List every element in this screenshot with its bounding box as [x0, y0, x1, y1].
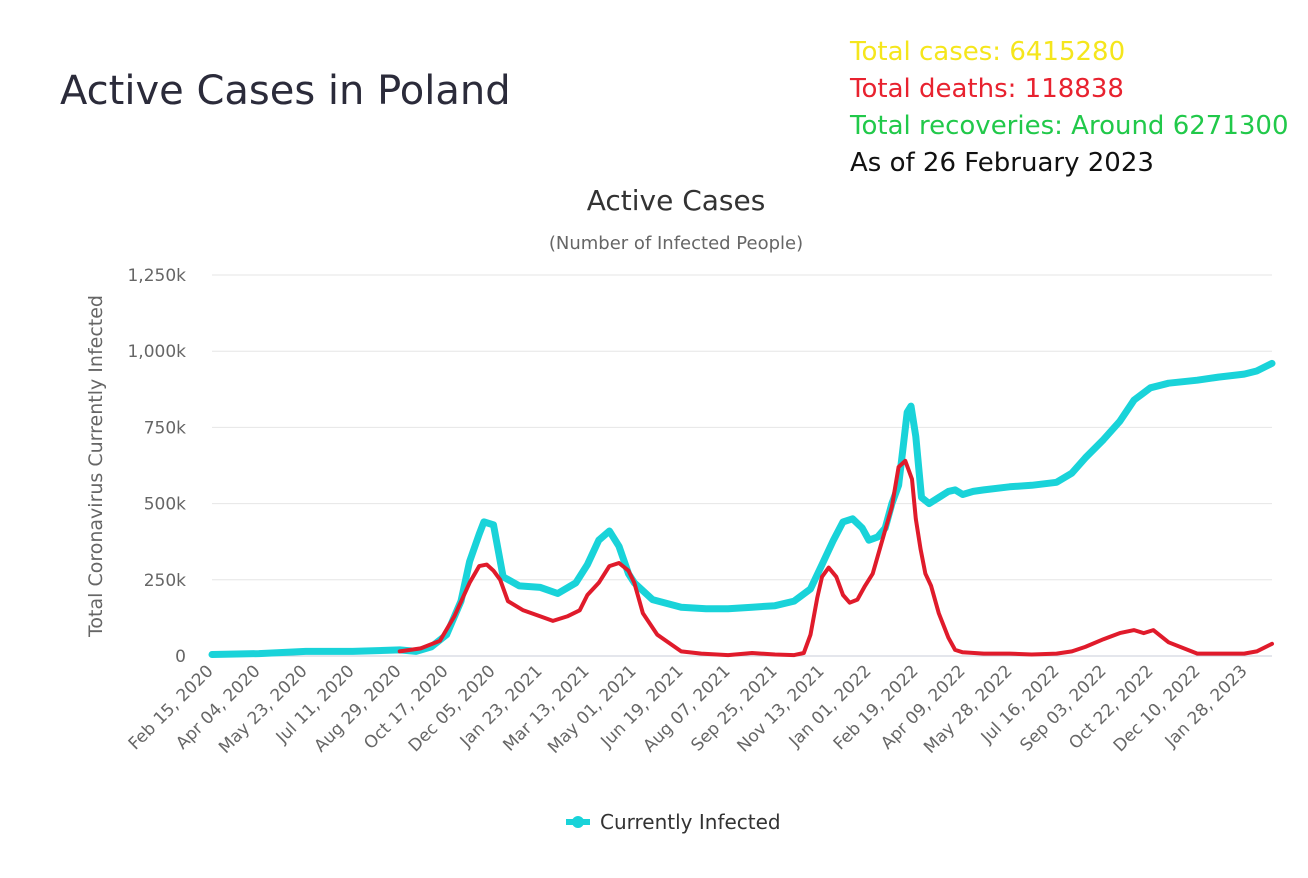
y-axis-label: Total Coronavirus Currently Infected [85, 295, 107, 638]
legend-marker-icon [572, 816, 584, 828]
chart-subtitle: (Number of Infected People) [549, 233, 803, 254]
y-tick-label: 1,250k [127, 266, 186, 286]
y-tick-label: 0 [175, 647, 186, 667]
y-tick-label: 250k [144, 571, 186, 591]
total-recoveries-text: Total recoveries: Around 6271300 [850, 111, 1289, 141]
y-tick-layer: 0 250k 500k 750k 1,000k 1,250k [127, 266, 186, 667]
stats-panel: Total cases: 6415280 Total deaths: 11883… [850, 34, 1289, 182]
x-tick-label: Jan 28, 2023 [1161, 661, 1252, 752]
legend-label: Currently Infected [600, 810, 781, 834]
chart-title: Active Cases [587, 184, 766, 217]
y-tick-label: 1,000k [127, 342, 186, 362]
y-tick-label: 500k [144, 495, 186, 515]
overlay-line-red [397, 458, 1274, 658]
total-deaths-text: Total deaths: 118838 [850, 74, 1124, 104]
grid-layer [212, 274, 1272, 657]
total-cases-text: Total cases: 6415280 [850, 37, 1126, 67]
series-layer [208, 359, 1276, 658]
as-of-text: As of 26 February 2023 [850, 148, 1154, 178]
legend[interactable]: Currently Infected [566, 810, 781, 834]
y-tick-label: 750k [144, 418, 186, 438]
series-line-currently-infected [208, 359, 1276, 658]
page-title: Active Cases in Poland [60, 68, 511, 114]
